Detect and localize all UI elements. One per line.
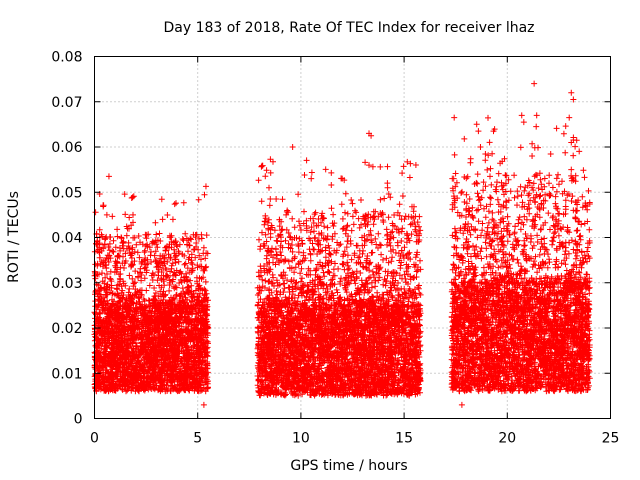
y-tick-label: 0.07: [51, 95, 82, 111]
outlier-point: [273, 196, 280, 203]
outlier-point: [308, 175, 315, 182]
x-tick-label: 20: [498, 431, 516, 447]
x-axis: 0 5 10 15 20 25: [90, 56, 620, 447]
outlier-point: [568, 89, 575, 96]
outlier-point: [533, 123, 540, 130]
outlier-point: [570, 96, 577, 103]
y-tick-label: 0.06: [51, 140, 82, 156]
chart-title: Day 183 of 2018, Rate Of TEC Index for r…: [163, 20, 534, 36]
outlier-point: [520, 119, 527, 126]
outlier-point: [105, 173, 112, 180]
outlier-point: [103, 211, 110, 218]
outlier-point: [475, 128, 482, 135]
x-axis-title: GPS time / hours: [290, 458, 407, 474]
outlier-point: [289, 144, 296, 150]
y-tick-label: 0.08: [51, 50, 82, 66]
outlier-point: [566, 114, 573, 121]
outlier-point: [287, 234, 294, 241]
outlier-point: [318, 229, 325, 236]
outlier-point: [568, 139, 575, 146]
x-tick-label: 0: [90, 431, 99, 447]
outlier-point: [570, 207, 577, 214]
outlier-point: [202, 183, 209, 190]
x-tick-label: 25: [602, 431, 620, 447]
x-tick-label: 15: [395, 431, 413, 447]
y-tick-label: 0: [74, 412, 83, 428]
y-tick-label: 0.01: [51, 366, 82, 382]
outlier-point: [349, 200, 356, 207]
x-tick-label: 5: [193, 431, 202, 447]
x-tick-label: 10: [292, 431, 310, 447]
outlier-point: [475, 193, 482, 200]
data-points: [91, 80, 593, 408]
outlier-point: [518, 112, 525, 119]
outlier-point: [124, 225, 131, 232]
outlier-point: [169, 216, 176, 223]
outlier-point: [258, 198, 265, 205]
y-axis: 0 0.01 0.02 0.03 0.04 0.05 0.06 0.07 0.08: [51, 50, 611, 428]
y-tick-label: 0.02: [51, 321, 82, 337]
outlier-point: [529, 153, 536, 160]
outlier-point: [339, 175, 346, 182]
outlier-point: [368, 132, 375, 139]
outlier-point: [458, 401, 465, 408]
y-tick-label: 0.03: [51, 276, 82, 292]
outlier-point: [159, 216, 166, 223]
outlier-point: [568, 166, 575, 173]
y-tick-label: 0.05: [51, 185, 82, 201]
outlier-point: [200, 401, 207, 408]
outlier-point: [384, 184, 391, 191]
outlier-point: [531, 80, 538, 87]
y-tick-label: 0.04: [51, 231, 82, 247]
outlier-point: [366, 162, 373, 169]
outlier-point: [477, 144, 484, 150]
y-axis-title: ROTI / TECUs: [6, 191, 22, 283]
